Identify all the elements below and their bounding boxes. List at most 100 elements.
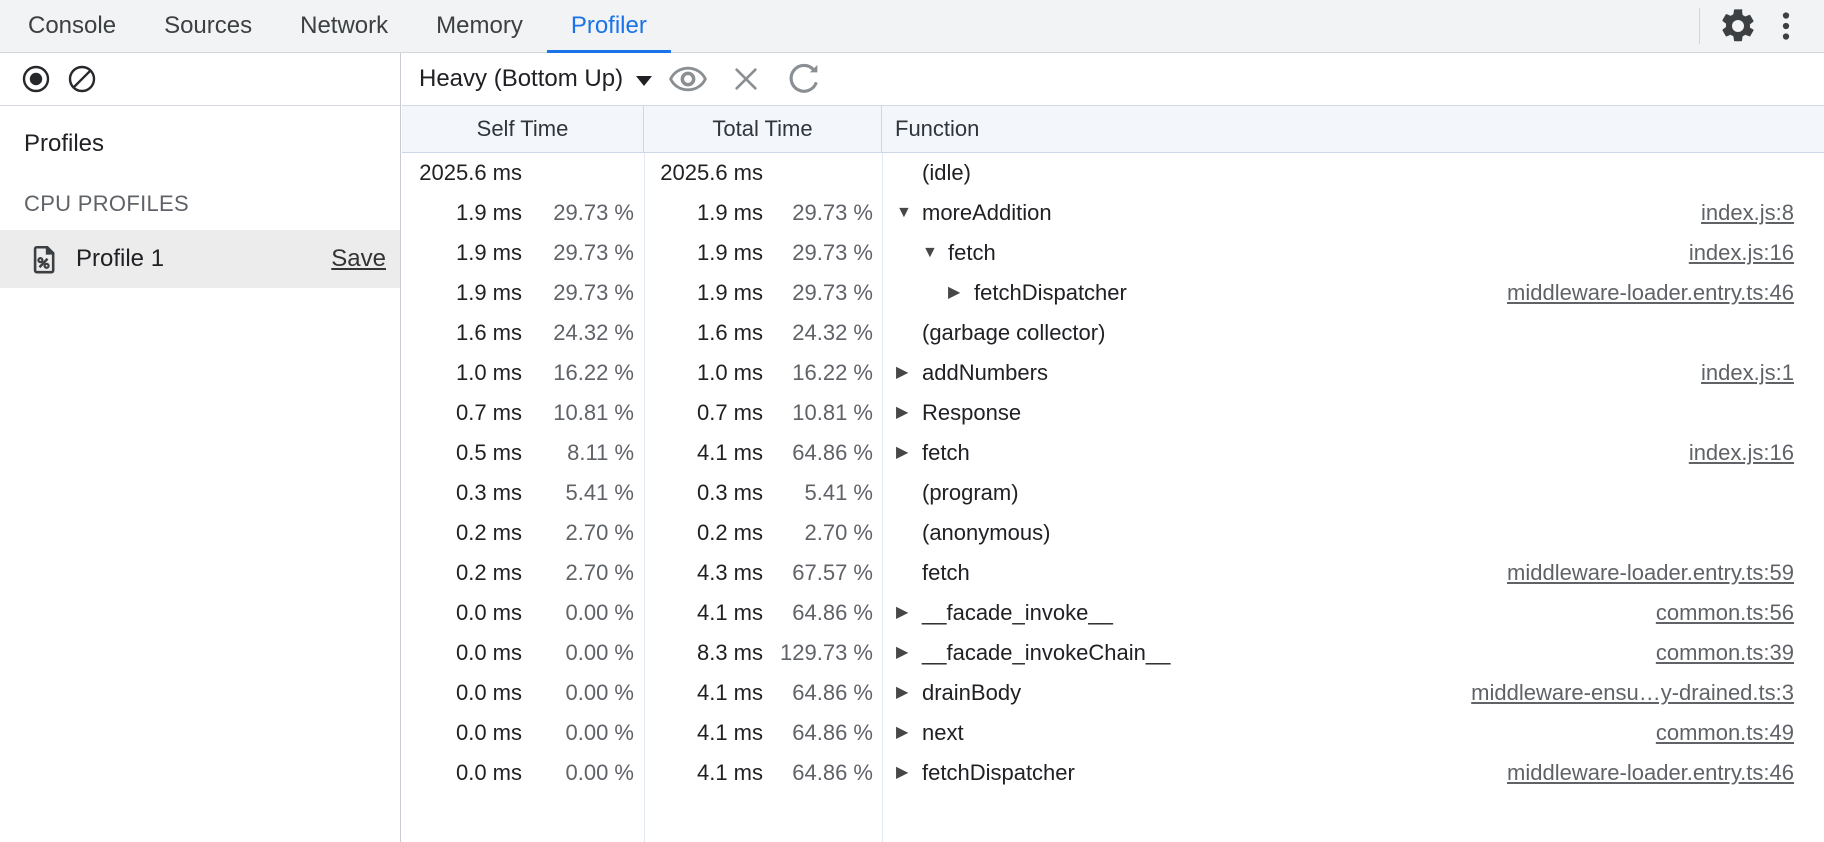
tab-network[interactable]: Network	[300, 12, 389, 39]
profile-table-row[interactable]: 0.7 ms 10.81 % 0.7 ms 10.81 % ▶ Response	[402, 393, 1824, 433]
profile-table-row[interactable]: 2025.6 ms 2025.6 ms (idle)	[402, 153, 1824, 193]
profile-table-row[interactable]: 0.2 ms 2.70 % 0.2 ms 2.70 % (anonymous)	[402, 513, 1824, 553]
function-name: Response	[922, 400, 1022, 425]
grid-header: Self Time Total Time Function	[402, 106, 1824, 153]
profile-table-row[interactable]: 0.5 ms 8.11 % 4.1 ms 64.86 % ▶ fetch ind…	[402, 433, 1824, 473]
tree-expander-icon[interactable]: ▶	[896, 724, 909, 741]
source-link[interactable]: index.js:1	[1701, 360, 1794, 385]
profile-table-row[interactable]: 0.0 ms 0.00 % 8.3 ms 129.73 % ▶ __facade…	[402, 633, 1824, 673]
tab-sources[interactable]: Sources	[164, 12, 253, 39]
source-link[interactable]: index.js:16	[1688, 240, 1794, 265]
tab-console[interactable]: Console	[28, 12, 117, 39]
view-mode-select[interactable]: Heavy (Bottom Up)	[419, 65, 653, 93]
source-link[interactable]: index.js:8	[1701, 200, 1794, 225]
total-time-pct: 64.86 %	[792, 720, 873, 745]
function-cell: ▶ fetch index.js:16	[882, 433, 1824, 473]
self-time-ms: 1.6 ms	[455, 320, 522, 345]
profile-table-row[interactable]: 1.9 ms 29.73 % 1.9 ms 29.73 % ▼ moreAddi…	[402, 193, 1824, 233]
source-link[interactable]: middleware-loader.entry.ts:59	[1507, 560, 1794, 585]
profile-name: Profile 1	[76, 245, 165, 272]
profile-table-row[interactable]: 0.0 ms 0.00 % 4.1 ms 64.86 % ▶ fetchDisp…	[402, 753, 1824, 793]
total-time-cell: 4.1 ms 64.86 %	[644, 680, 882, 706]
total-time-ms: 4.1 ms	[696, 600, 763, 625]
source-link[interactable]: common.ts:56	[1655, 600, 1794, 625]
tree-expander-icon[interactable]: ▶	[896, 644, 909, 661]
refresh-icon[interactable]	[782, 57, 826, 101]
gear-icon[interactable]	[1714, 2, 1762, 50]
column-divider	[644, 153, 645, 842]
column-header-self-time[interactable]: Self Time	[402, 106, 644, 152]
total-time-cell: 0.2 ms 2.70 %	[644, 520, 882, 546]
source-link[interactable]: middleware-loader.entry.ts:46	[1507, 280, 1794, 305]
function-name: fetch	[922, 440, 970, 465]
self-time-ms: 0.0 ms	[455, 600, 522, 625]
total-time-ms: 1.9 ms	[696, 280, 763, 305]
source-link[interactable]: common.ts:49	[1655, 720, 1794, 745]
profile-table-row[interactable]: 0.2 ms 2.70 % 4.3 ms 67.57 % fetch middl…	[402, 553, 1824, 593]
self-time-ms: 0.0 ms	[455, 680, 522, 705]
tab-profiler[interactable]: Profiler	[546, 0, 671, 53]
profile-table-row[interactable]: 1.6 ms 24.32 % 1.6 ms 24.32 % (garbage c…	[402, 313, 1824, 353]
profile-table-row[interactable]: 1.0 ms 16.22 % 1.0 ms 16.22 % ▶ addNumbe…	[402, 353, 1824, 393]
record-icon[interactable]	[22, 65, 50, 93]
profiles-toolbar	[0, 53, 400, 106]
profile-table-row[interactable]: 0.3 ms 5.41 % 0.3 ms 5.41 % (program)	[402, 473, 1824, 513]
total-time-cell: 4.1 ms 64.86 %	[644, 600, 882, 626]
tree-expander-icon[interactable]: ▶	[896, 604, 909, 621]
more-menu-icon[interactable]	[1762, 2, 1810, 50]
profile-table-row[interactable]: 0.0 ms 0.00 % 4.1 ms 64.86 % ▶ drainBody…	[402, 673, 1824, 713]
caret-down-icon	[636, 76, 653, 86]
tree-expander-icon[interactable]: ▶	[896, 684, 909, 701]
column-header-total-time[interactable]: Total Time	[644, 106, 882, 152]
tree-expander-icon[interactable]: ▶	[948, 284, 961, 301]
profile-table-body: 2025.6 ms 2025.6 ms (idle) 1.9 ms 29.73 …	[402, 153, 1824, 842]
source-link[interactable]: middleware-loader.entry.ts:46	[1507, 760, 1794, 785]
self-time-cell: 0.0 ms 0.00 %	[402, 720, 644, 746]
total-time-cell: 1.9 ms 29.73 %	[644, 280, 882, 306]
close-icon[interactable]	[724, 57, 768, 101]
self-time-cell: 0.0 ms 0.00 %	[402, 760, 644, 786]
source-link[interactable]: index.js:16	[1688, 440, 1794, 465]
function-cell: ▶ __facade_invokeChain__ common.ts:39	[882, 633, 1824, 673]
column-header-function[interactable]: Function	[895, 116, 980, 141]
profile-table-row[interactable]: 0.0 ms 0.00 % 4.1 ms 64.86 % ▶ __facade_…	[402, 593, 1824, 633]
total-time-pct: 16.22 %	[792, 360, 873, 385]
tree-expander-icon[interactable]: ▶	[896, 444, 909, 461]
self-time-cell: 0.2 ms 2.70 %	[402, 560, 644, 586]
profile-table-row[interactable]: 1.9 ms 29.73 % 1.9 ms 29.73 % ▶ fetchDis…	[402, 273, 1824, 313]
profile-table-row[interactable]: 0.0 ms 0.00 % 4.1 ms 64.86 % ▶ next comm…	[402, 713, 1824, 753]
self-time-pct: 29.73 %	[553, 240, 634, 265]
self-time-pct: 24.32 %	[553, 320, 634, 345]
profile-list-item[interactable]: Profile 1 Save	[0, 230, 400, 288]
total-time-cell: 0.3 ms 5.41 %	[644, 480, 882, 506]
function-name: drainBody	[922, 680, 1022, 705]
tab-memory[interactable]: Memory	[436, 12, 523, 39]
profiles-sidebar: Profiles CPU PROFILES Profile 1 Save	[0, 53, 401, 842]
tree-expander-icon[interactable]: ▶	[896, 364, 909, 381]
eye-icon[interactable]	[666, 57, 710, 101]
profiler-main-panel: Heavy (Bottom Up) Self Time Total Time F…	[402, 53, 1824, 842]
self-time-pct: 29.73 %	[553, 200, 634, 225]
total-time-pct: 2.70 %	[804, 520, 874, 545]
self-time-pct: 0.00 %	[565, 640, 635, 665]
tree-expander-icon[interactable]: ▶	[896, 764, 909, 781]
tree-expander-icon[interactable]: ▼	[896, 204, 912, 221]
save-profile-link[interactable]: Save	[331, 245, 386, 272]
total-time-pct: 64.86 %	[792, 760, 873, 785]
tree-expander-icon[interactable]: ▼	[922, 244, 938, 261]
tree-expander-icon[interactable]: ▶	[896, 404, 909, 421]
profile-view-toolbar: Heavy (Bottom Up)	[402, 53, 1824, 106]
source-link[interactable]: common.ts:39	[1655, 640, 1794, 665]
total-time-ms: 0.3 ms	[696, 480, 763, 505]
function-cell: (anonymous)	[882, 520, 1824, 546]
self-time-pct: 2.70 %	[565, 560, 635, 585]
function-cell: ▶ Response	[882, 393, 1824, 433]
clear-icon[interactable]	[68, 65, 96, 93]
self-time-cell: 0.7 ms 10.81 %	[402, 400, 644, 426]
profile-table-row[interactable]: 1.9 ms 29.73 % 1.9 ms 29.73 % ▼ fetch in…	[402, 233, 1824, 273]
self-time-cell: 1.9 ms 29.73 %	[402, 240, 644, 266]
function-cell: ▶ fetchDispatcher middleware-loader.entr…	[882, 753, 1824, 793]
self-time-cell: 1.9 ms 29.73 %	[402, 280, 644, 306]
total-time-cell: 1.6 ms 24.32 %	[644, 320, 882, 346]
source-link[interactable]: middleware-ensu…y-drained.ts:3	[1471, 680, 1794, 705]
